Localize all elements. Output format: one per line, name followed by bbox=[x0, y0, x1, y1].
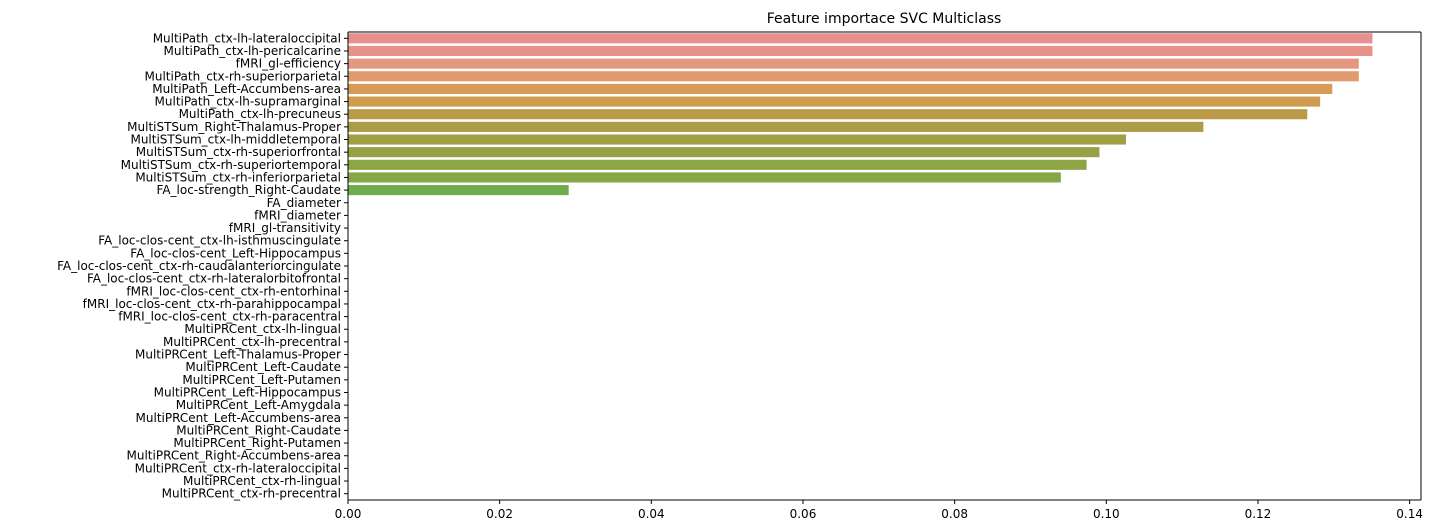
x-tick-label-4: 0.08 bbox=[941, 507, 968, 521]
bar-5 bbox=[348, 96, 1321, 107]
y-tick-label-5: MultiPath_ctx-lh-supramarginal bbox=[155, 95, 341, 109]
y-tick-label-12: FA_loc-strength_Right-Caudate bbox=[157, 183, 341, 197]
y-tick-label-21: fMRI_loc-clos-cent_ctx-rh-parahippocampa… bbox=[83, 297, 341, 311]
chart-title: Feature importace SVC Multiclass bbox=[767, 11, 1002, 27]
y-tick-label-19: FA_loc-clos-cent_ctx-rh-lateralorbitofro… bbox=[87, 272, 341, 286]
y-tick-label-27: MultiPRCent_Left-Putamen bbox=[182, 373, 341, 387]
bar-8 bbox=[348, 134, 1127, 145]
y-tick-label-15: fMRI_gl-transitivity bbox=[229, 221, 341, 235]
y-tick-label-14: fMRI_diameter bbox=[254, 208, 341, 222]
y-tick-label-4: MultiPath_Left-Accumbens-area bbox=[152, 82, 341, 96]
bar-1 bbox=[348, 45, 1373, 57]
bar-11 bbox=[348, 172, 1061, 183]
y-tick-label-33: MultiPRCent_Right-Accumbens-area bbox=[127, 449, 341, 463]
x-tick-label-3: 0.06 bbox=[790, 507, 817, 521]
y-tick-label-30: MultiPRCent_Left-Accumbens-area bbox=[136, 411, 341, 425]
x-tick-label-0: 0.00 bbox=[335, 507, 362, 521]
axes-frame bbox=[347, 31, 1422, 501]
y-tick-label-26: MultiPRCent_Left-Caudate bbox=[185, 360, 341, 374]
y-tick-label-7: MultiSTSum_Right-Thalamus-Proper bbox=[127, 120, 341, 134]
bar-3 bbox=[348, 71, 1359, 82]
y-tick-label-10: MultiSTSum_ctx-rh-superiortemporal bbox=[121, 158, 341, 172]
x-tick-label-2: 0.04 bbox=[638, 507, 665, 521]
y-tick-label-3: MultiPath_ctx-rh-superiorparietal bbox=[145, 69, 342, 83]
bar-0 bbox=[348, 33, 1373, 44]
y-tick-label-8: MultiSTSum_ctx-lh-middletemporal bbox=[130, 133, 341, 147]
y-tick-label-18: FA_loc-clos-cent_ctx-rh-caudalanteriorci… bbox=[57, 259, 341, 273]
y-tick-label-0: MultiPath_ctx-lh-lateraloccipital bbox=[153, 31, 341, 45]
y-tick-label-32: MultiPRCent_Right-Putamen bbox=[173, 436, 341, 450]
y-tick-label-11: MultiSTSum_ctx-rh-inferiorparietal bbox=[135, 170, 341, 184]
y-tick-label-23: MultiPRCent_ctx-lh-lingual bbox=[184, 322, 341, 336]
x-tick-label-7: 0.14 bbox=[1396, 507, 1423, 521]
y-tick-label-36: MultiPRCent_ctx-rh-precentral bbox=[162, 487, 341, 501]
y-tick-label-2: fMRI_gl-efficiency bbox=[236, 57, 341, 71]
x-tick-label-6: 0.12 bbox=[1245, 507, 1272, 521]
x-tick-label-5: 0.10 bbox=[1093, 507, 1120, 521]
y-tick-label-22: fMRI_loc-clos-cent_ctx-rh-paracentral bbox=[118, 310, 341, 324]
y-tick-label-16: FA_loc-clos-cent_ctx-lh-isthmuscingulate bbox=[98, 234, 341, 248]
y-tick-label-28: MultiPRCent_Left-Hippocampus bbox=[154, 385, 341, 399]
bar-6 bbox=[348, 109, 1308, 120]
bar-2 bbox=[348, 58, 1359, 69]
y-tick-label-13: FA_diameter bbox=[267, 196, 341, 210]
x-tick-label-1: 0.02 bbox=[486, 507, 513, 521]
y-tick-label-9: MultiSTSum_ctx-rh-superiorfrontal bbox=[136, 145, 341, 159]
y-tick-label-17: FA_loc-clos-cent_Left-Hippocampus bbox=[130, 246, 341, 260]
y-tick-label-35: MultiPRCent_ctx-rh-lingual bbox=[183, 474, 341, 488]
y-tick-label-1: MultiPath_ctx-lh-pericalcarine bbox=[164, 44, 341, 58]
bar-9 bbox=[348, 147, 1100, 158]
y-tick-label-20: fMRI_loc-clos-cent_ctx-rh-entorhinal bbox=[126, 284, 341, 298]
bars-layer bbox=[348, 33, 1373, 196]
y-tick-label-24: MultiPRCent_ctx-lh-precentral bbox=[163, 335, 341, 349]
bar-7 bbox=[348, 121, 1204, 132]
y-tick-label-25: MultiPRCent_Left-Thalamus-Proper bbox=[135, 348, 341, 362]
y-tick-label-6: MultiPath_ctx-lh-precuneus bbox=[179, 107, 341, 121]
bar-10 bbox=[348, 159, 1087, 170]
x-axis-ticks: 0.00 0.02 0.04 0.06 0.08 0.10 0.12 0.14 bbox=[335, 500, 1423, 521]
y-tick-label-34: MultiPRCent_ctx-rh-lateraloccipital bbox=[135, 461, 341, 475]
category-labels: MultiPath_ctx-lh-lateraloccipitalMultiPa… bbox=[57, 31, 348, 501]
y-tick-label-31: MultiPRCent_Right-Caudate bbox=[176, 423, 341, 437]
y-tick-label-29: MultiPRCent_Left-Amygdala bbox=[176, 398, 341, 412]
bar-4 bbox=[348, 83, 1333, 94]
bar-12 bbox=[348, 185, 569, 196]
